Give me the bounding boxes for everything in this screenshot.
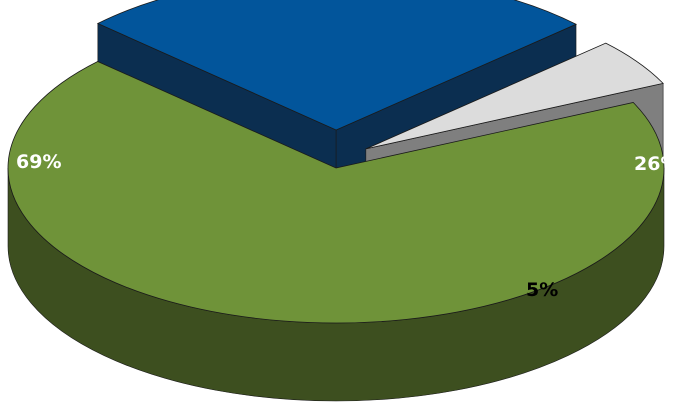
slice-blue (96, 0, 577, 131)
slice-gray (365, 42, 664, 150)
slice-label-blue: 26% (634, 153, 679, 175)
slice-green (7, 61, 665, 324)
pie-labels: 69% 26% 5% (16, 151, 679, 301)
slice-label-green: 69% (16, 151, 61, 173)
pie-tops (7, 0, 665, 324)
slice-label-gray: 5% (526, 279, 558, 301)
